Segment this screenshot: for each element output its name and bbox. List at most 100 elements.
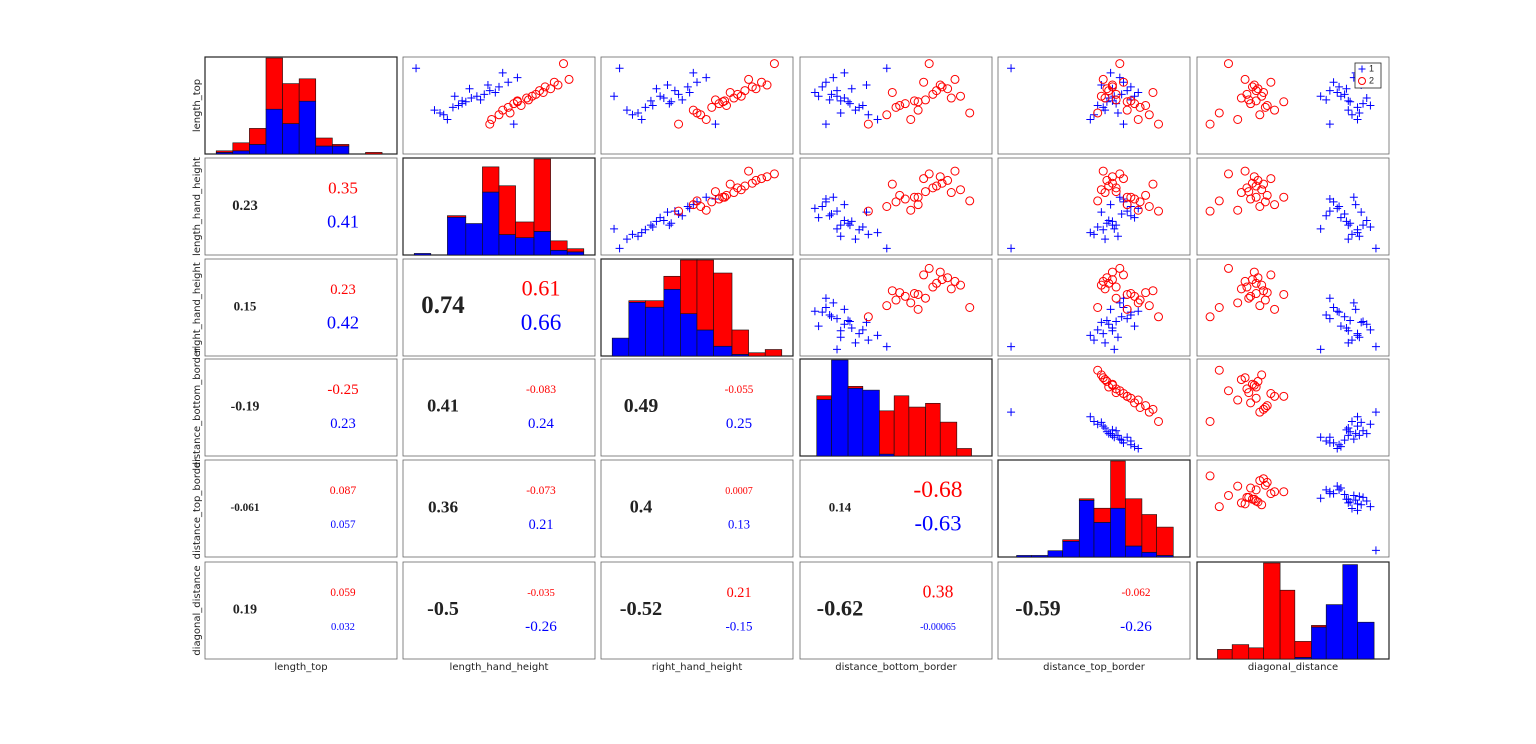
- point: [652, 217, 661, 226]
- point: [1096, 185, 1106, 195]
- point: [1342, 323, 1351, 332]
- point: [1093, 222, 1102, 231]
- point: [844, 316, 853, 325]
- point: [1154, 416, 1164, 426]
- point: [1344, 338, 1353, 347]
- point: [1093, 196, 1103, 206]
- point: [1244, 187, 1254, 197]
- correlation-group: 0.087: [330, 484, 357, 497]
- legend-label: 2: [1369, 75, 1374, 85]
- point: [1325, 207, 1334, 216]
- point: [1126, 82, 1135, 91]
- point: [744, 166, 754, 176]
- point: [707, 102, 717, 112]
- point: [487, 114, 497, 124]
- point: [946, 93, 956, 103]
- panel-frame: [402, 258, 596, 357]
- point: [840, 68, 849, 77]
- histogram-bar: [628, 302, 646, 357]
- column-label: length_top: [274, 662, 327, 673]
- point: [1346, 316, 1355, 325]
- row-label: right_hand_height: [192, 262, 203, 353]
- point: [1107, 380, 1117, 390]
- point: [1133, 298, 1143, 308]
- point: [1366, 502, 1375, 511]
- histogram-bar: [447, 215, 467, 218]
- point: [1333, 482, 1342, 491]
- point: [559, 59, 569, 69]
- point: [1325, 294, 1334, 303]
- point: [1342, 425, 1351, 434]
- panel-frame: [799, 258, 993, 357]
- point: [1223, 386, 1233, 396]
- point: [920, 187, 930, 197]
- point: [665, 221, 674, 230]
- point: [1357, 418, 1366, 427]
- legend-box: [1354, 62, 1382, 89]
- point: [1108, 425, 1117, 434]
- point: [1316, 345, 1325, 354]
- point: [943, 273, 953, 283]
- point: [1122, 391, 1132, 401]
- point: [1249, 494, 1259, 504]
- point: [1355, 333, 1364, 342]
- point: [1353, 412, 1362, 421]
- point: [652, 84, 661, 93]
- point: [1249, 267, 1259, 277]
- point: [1279, 192, 1289, 202]
- correlation-overall: 0.49: [624, 395, 659, 417]
- point: [906, 114, 916, 124]
- point: [1355, 431, 1364, 440]
- point: [845, 221, 854, 230]
- point: [1117, 209, 1126, 218]
- correlation-group: 0.42: [327, 313, 359, 333]
- point: [836, 108, 845, 117]
- point: [943, 175, 953, 185]
- point: [610, 224, 619, 233]
- point: [1366, 420, 1375, 429]
- point: [523, 95, 533, 105]
- point: [1122, 289, 1132, 299]
- point: [1351, 496, 1360, 505]
- point: [1223, 169, 1233, 179]
- point: [1251, 192, 1261, 202]
- point: [436, 108, 445, 117]
- panel-frame: [799, 459, 993, 558]
- point: [1214, 108, 1224, 118]
- point: [1353, 331, 1362, 340]
- point: [965, 303, 975, 312]
- point: [1335, 440, 1344, 449]
- point: [913, 200, 923, 210]
- correlation-group: 0.13: [728, 517, 750, 531]
- point: [1122, 304, 1132, 314]
- point: [674, 119, 684, 129]
- point: [937, 275, 947, 285]
- point: [1110, 433, 1119, 442]
- point: [1329, 303, 1338, 312]
- point: [937, 178, 947, 188]
- point: [821, 195, 830, 204]
- point: [1249, 380, 1259, 390]
- point: [965, 196, 975, 206]
- point: [1098, 74, 1108, 84]
- point: [1262, 190, 1272, 200]
- point: [1336, 92, 1345, 101]
- panel-frame: [402, 561, 596, 660]
- point: [1342, 84, 1351, 93]
- point: [1342, 217, 1351, 226]
- point: [847, 84, 856, 93]
- histogram-bar: [1141, 514, 1157, 553]
- point: [736, 185, 746, 195]
- point: [1362, 216, 1371, 225]
- point: [965, 108, 975, 118]
- histogram-bar: [1031, 555, 1049, 558]
- histogram-bar: [696, 259, 714, 331]
- point: [1115, 193, 1124, 202]
- point: [873, 115, 882, 124]
- point: [935, 172, 945, 182]
- panel-frame: [204, 157, 398, 256]
- panel-frame: [204, 258, 398, 357]
- point: [648, 222, 657, 231]
- point: [1113, 333, 1122, 342]
- column-label: distance_top_border: [1043, 662, 1146, 673]
